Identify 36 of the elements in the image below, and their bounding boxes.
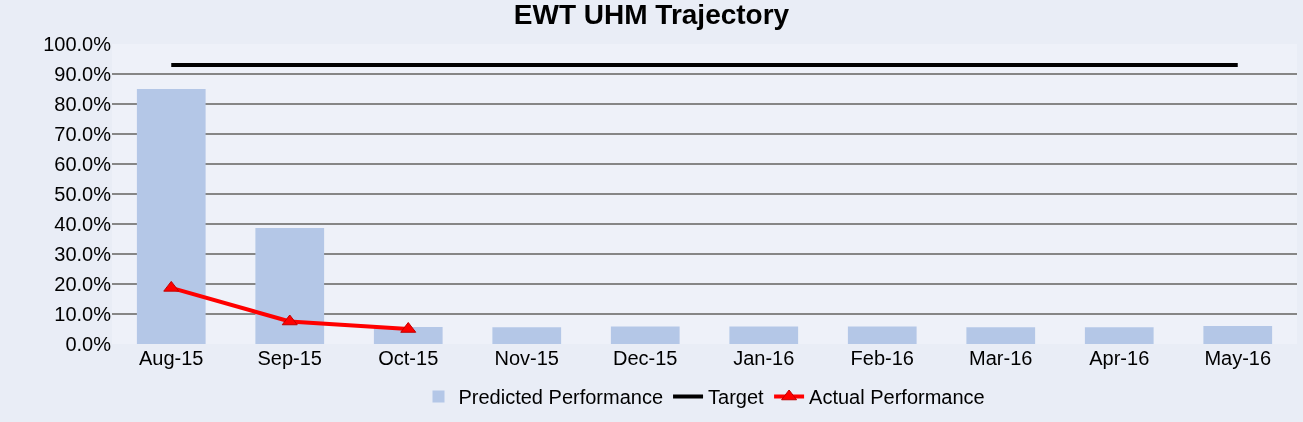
x-tick-label: Nov-15 xyxy=(494,347,559,369)
legend-label: Target xyxy=(708,386,765,409)
y-tick-label: 80.0% xyxy=(54,93,112,115)
x-tick-label: Aug-15 xyxy=(139,347,204,369)
bar xyxy=(729,326,799,344)
y-tick-label: 70.0% xyxy=(54,123,112,145)
bar xyxy=(136,89,206,344)
y-tick-label: 50.0% xyxy=(54,183,112,205)
y-tick-label: 90.0% xyxy=(54,63,112,85)
y-tick-label: 100.0% xyxy=(43,33,112,55)
legend-label: Actual Performance xyxy=(809,386,985,409)
y-tick-label: 30.0% xyxy=(54,243,112,265)
bar xyxy=(255,227,325,344)
x-tick-label: Jan-16 xyxy=(733,347,795,369)
x-tick-label: Apr-16 xyxy=(1089,347,1150,369)
y-tick-label: 40.0% xyxy=(54,213,112,235)
bar xyxy=(492,327,562,344)
x-tick-label: Oct-15 xyxy=(378,347,439,369)
x-tick-label: Mar-16 xyxy=(969,347,1033,369)
y-tick-label: 20.0% xyxy=(54,273,112,295)
chart-title: EWT UHM Trajectory xyxy=(513,0,790,30)
x-tick-label: May-16 xyxy=(1204,347,1272,369)
bar xyxy=(847,326,917,344)
bar xyxy=(966,327,1036,344)
bar xyxy=(1203,326,1273,344)
point xyxy=(163,280,180,292)
y-tick-label: 60.0% xyxy=(54,153,112,175)
x-tick-label: Feb-16 xyxy=(850,347,914,369)
x-tick-label: Sep-15 xyxy=(257,347,322,369)
bar xyxy=(610,326,680,344)
x-tick-label: Dec-15 xyxy=(613,347,678,369)
legend-label: Predicted Performance xyxy=(458,386,664,409)
y-tick-label: 0.0% xyxy=(65,333,112,355)
y-tick-label: 10.0% xyxy=(54,303,112,325)
point xyxy=(281,314,298,326)
bar xyxy=(1084,327,1154,344)
